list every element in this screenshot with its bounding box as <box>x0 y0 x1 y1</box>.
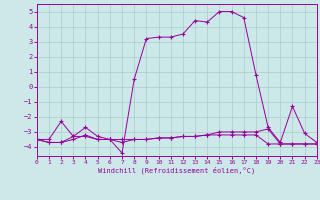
X-axis label: Windchill (Refroidissement éolien,°C): Windchill (Refroidissement éolien,°C) <box>98 167 255 174</box>
